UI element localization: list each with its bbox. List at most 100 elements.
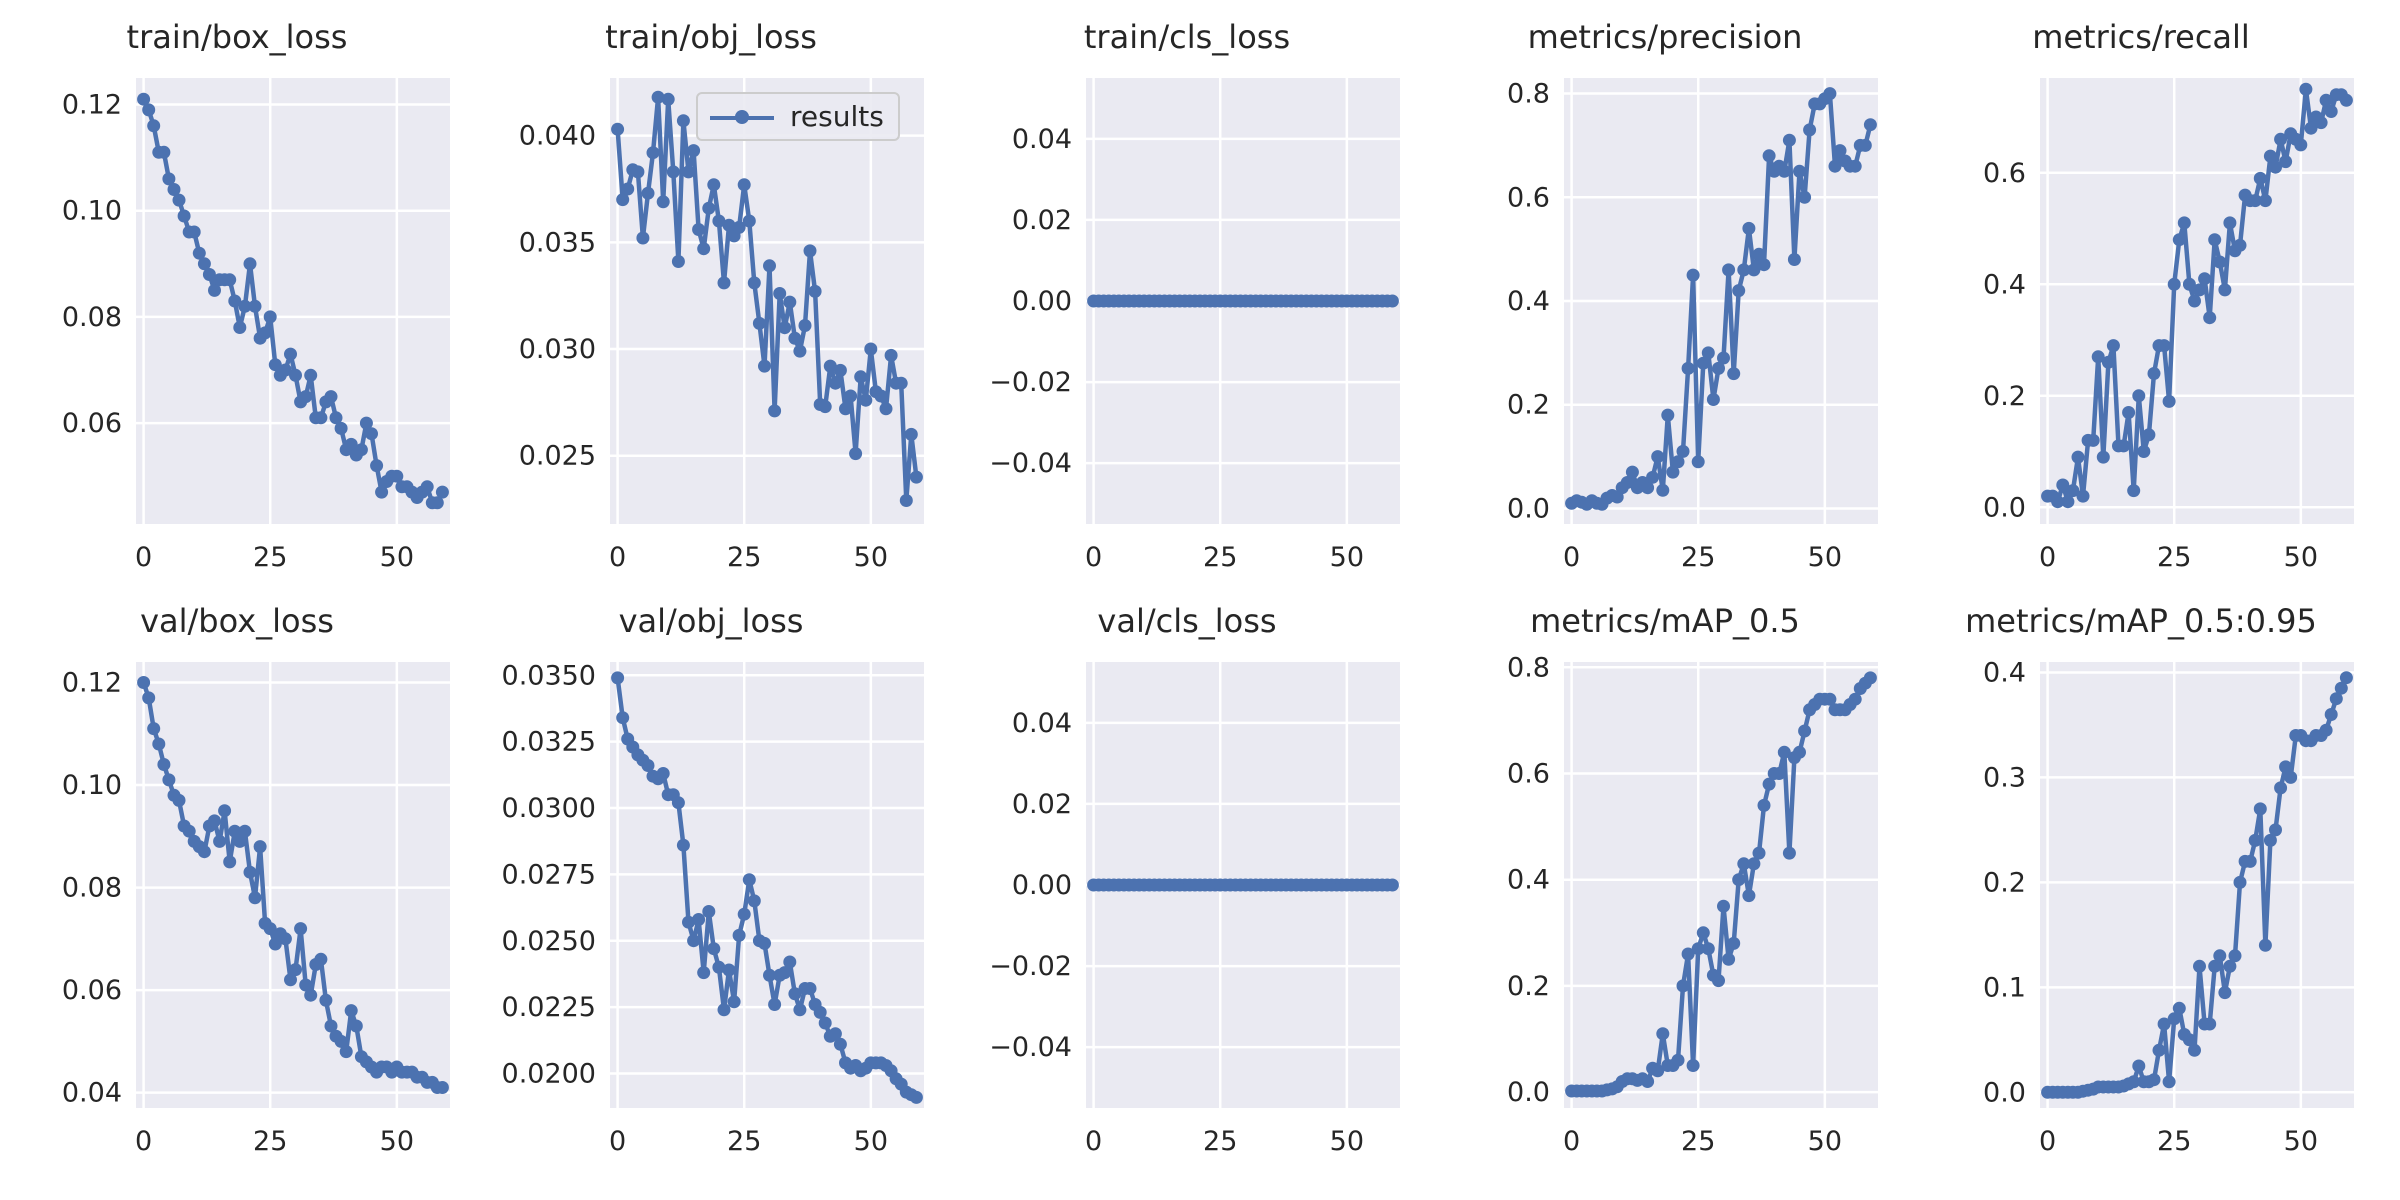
data-point: [1823, 87, 1837, 101]
data-point: [1782, 133, 1796, 147]
data-point: [2334, 681, 2348, 695]
data-point: [1848, 692, 1862, 706]
data-point: [611, 671, 625, 685]
y-tick-label: 0.08: [62, 873, 122, 904]
data-point: [435, 1081, 449, 1094]
data-point: [1712, 974, 1725, 988]
data-point: [263, 310, 277, 324]
data-point: [2218, 986, 2232, 1000]
data-point: [803, 244, 817, 258]
y-tick-label: 0.2: [1507, 390, 1550, 421]
data-point: [137, 676, 151, 689]
x-tick-label: 25: [1681, 542, 1715, 573]
data-point: [339, 1045, 353, 1059]
data-point: [833, 363, 847, 377]
data-point: [142, 103, 156, 117]
data-point: [1742, 889, 1756, 903]
data-point: [2203, 1017, 2217, 1031]
x-tick-label: 0: [2039, 1126, 2056, 1157]
subplot-val-obj-loss: val/obj_loss 0.0200 0.0225 0.0250 0.0275 0.03…: [474, 584, 948, 1157]
data-point: [228, 824, 242, 838]
plot-svg: −0.04 −0.02 0.00 0.02 0.04 0 25 50: [989, 662, 1400, 1157]
data-point: [1661, 408, 1675, 422]
data-point: [1727, 367, 1741, 381]
data-point: [182, 824, 196, 838]
data-point: [682, 915, 695, 929]
data-point: [1717, 899, 1730, 913]
data-point: [208, 283, 221, 297]
data-point: [2198, 272, 2212, 286]
data-point: [2157, 1017, 2171, 1031]
plot-svg: 0.0 0.2 0.4 0.6 0.8 0 25 50: [1507, 652, 1878, 1157]
data-point: [299, 978, 313, 992]
y-tick-label: 0.06: [62, 408, 122, 439]
x-tick-label: 25: [253, 542, 287, 573]
y-tick-label: 0.040: [519, 121, 596, 152]
data-point: [631, 165, 645, 179]
data-point: [2061, 495, 2075, 509]
data-point: [2208, 959, 2222, 973]
subplot-title: train/box_loss: [126, 18, 348, 56]
y-tick-label: 0.02: [1012, 789, 1072, 820]
data-point: [666, 165, 680, 179]
subplot-val-cls-loss: val/cls_loss −0.04 −0.02 0.00 0.02 0.04 0 25 50: [950, 584, 1424, 1157]
data-point: [344, 437, 358, 451]
data-point: [707, 178, 721, 192]
data-point: [707, 942, 721, 956]
data-point: [768, 404, 782, 418]
data-point: [2279, 155, 2293, 169]
data-point: [839, 402, 852, 416]
data-point: [1701, 942, 1715, 956]
y-tick-label: 0.12: [62, 90, 122, 121]
data-point: [722, 218, 736, 232]
x-tick-label: 50: [2284, 542, 2318, 573]
data-point: [1863, 118, 1877, 132]
subplot-metrics-map-0-5: metrics/mAP_0.5 0.0 0.2 0.4 0.6 0.8 0 25 50: [1428, 584, 1902, 1157]
data-point: [712, 214, 726, 228]
data-point: [844, 389, 858, 403]
plot-area: [1564, 662, 1878, 1108]
data-point: [722, 963, 736, 977]
y-tick-label: 0.0200: [502, 1058, 596, 1089]
data-point: [268, 937, 282, 951]
data-point: [2193, 959, 2206, 973]
data-point: [732, 928, 746, 942]
subplot-title: val/obj_loss: [618, 602, 804, 640]
data-point: [758, 936, 771, 950]
data-point: [294, 922, 308, 936]
data-point: [1762, 149, 1776, 163]
data-point: [687, 934, 701, 948]
y-tick-label: 0.0: [1983, 492, 2026, 523]
data-point: [1696, 356, 1710, 370]
data-point: [763, 968, 776, 982]
data-point: [2253, 802, 2267, 816]
data-point: [314, 411, 328, 425]
data-point: [1646, 470, 1660, 484]
data-point: [2324, 105, 2338, 118]
data-point: [864, 342, 878, 356]
plot-area: [136, 662, 450, 1108]
data-point: [2127, 484, 2141, 498]
y-tick-label: 0.030: [519, 334, 596, 365]
data-point: [752, 316, 766, 330]
x-tick-label: 0: [1085, 1126, 1102, 1157]
y-tick-label: 0.4: [1507, 865, 1550, 896]
data-point: [702, 201, 716, 215]
data-point: [1798, 724, 1812, 738]
data-point: [899, 494, 913, 507]
subplot-title: train/cls_loss: [1083, 18, 1291, 56]
data-point: [793, 344, 807, 358]
data-point: [147, 722, 161, 736]
subplot-title: val/box_loss: [140, 602, 334, 640]
data-point: [1777, 164, 1791, 178]
data-point: [702, 905, 716, 918]
data-point: [661, 92, 675, 106]
data-point: [732, 220, 746, 234]
data-point: [390, 469, 404, 483]
data-point: [2339, 671, 2353, 685]
data-point: [284, 973, 297, 987]
data-point: [2188, 294, 2201, 308]
data-point: [354, 443, 368, 457]
data-point: [2243, 854, 2257, 868]
data-point: [2172, 1001, 2186, 1015]
